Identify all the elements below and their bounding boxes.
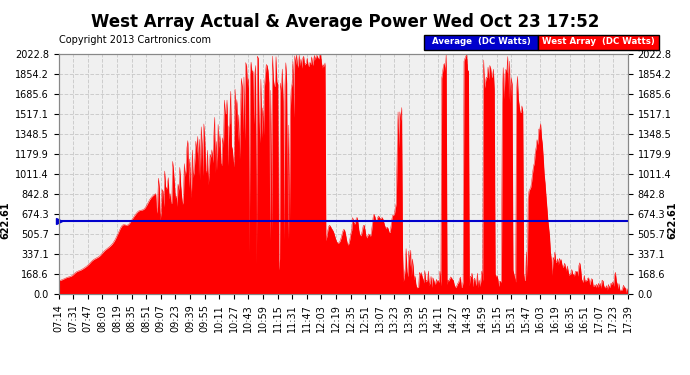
Text: 622.61: 622.61	[668, 202, 678, 239]
Text: West Array Actual & Average Power Wed Oct 23 17:52: West Array Actual & Average Power Wed Oc…	[91, 13, 599, 31]
Text: Average  (DC Watts): Average (DC Watts)	[432, 38, 531, 46]
Text: West Array  (DC Watts): West Array (DC Watts)	[542, 38, 655, 46]
Text: 622.61: 622.61	[0, 202, 10, 239]
Text: Copyright 2013 Cartronics.com: Copyright 2013 Cartronics.com	[59, 35, 210, 45]
